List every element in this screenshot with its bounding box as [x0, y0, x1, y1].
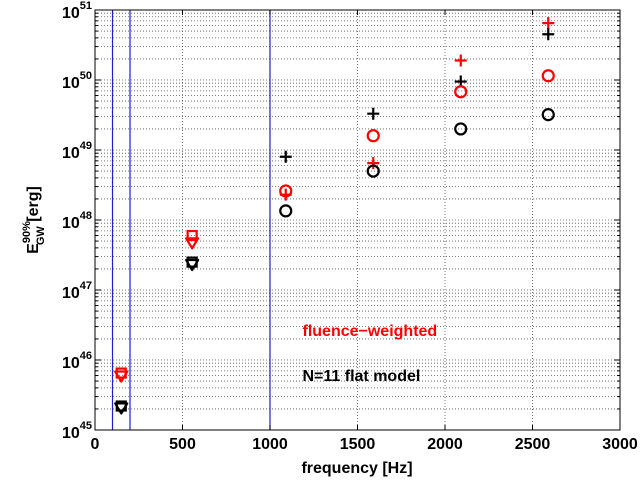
x-tick-label: 2500: [515, 436, 551, 453]
annotation-label: N=11 flat model: [303, 368, 421, 385]
circle-marker: [454, 122, 468, 136]
x-tick-label: 3000: [602, 436, 638, 453]
y-axis-label-sub: GW: [35, 226, 47, 246]
plus-marker: [279, 150, 292, 163]
y-axis-label-sup: 90%: [21, 221, 33, 243]
y-tick-label-exponent: 46: [80, 350, 92, 362]
y-tick-label: 1048: [62, 210, 92, 232]
y-tick-label: 1045: [62, 420, 92, 442]
x-tick-label: 1500: [340, 436, 376, 453]
plus-marker: [542, 17, 555, 30]
y-tick-label-base: 10: [62, 75, 80, 92]
y-tick-label-base: 10: [62, 5, 80, 22]
y-tick-label-exponent: 47: [80, 280, 92, 292]
y-tick-label: 1047: [62, 280, 92, 302]
grid: [95, 10, 620, 430]
x-tick-label: 0: [91, 436, 100, 453]
y-tick-label: 1051: [62, 0, 92, 22]
y-tick-label-exponent: 45: [80, 420, 92, 432]
plus-marker: [454, 54, 467, 67]
axis-ticks: [94, 9, 621, 431]
y-tick-label-base: 10: [62, 425, 80, 442]
triangle-down-marker: [114, 402, 129, 415]
x-tick-label: 1000: [252, 436, 288, 453]
triangle-down-marker: [114, 370, 129, 383]
plus-marker: [367, 107, 380, 120]
y-tick-label-base: 10: [62, 285, 80, 302]
y-tick-label-exponent: 49: [80, 140, 92, 152]
y-tick-label-exponent: 51: [80, 0, 92, 12]
square-marker: [186, 229, 198, 242]
circle-marker: [454, 85, 468, 99]
data-markers: [114, 17, 555, 415]
y-axis-label-unit: [erg]: [25, 186, 42, 226]
circle-marker: [366, 164, 380, 178]
circle-marker: [541, 69, 555, 83]
triangle-down-marker: [185, 237, 200, 250]
plus-marker: [367, 157, 380, 170]
vertical-lines: [111, 10, 271, 430]
y-axis-label-base: E: [25, 243, 42, 254]
x-tick-label: 500: [169, 436, 196, 453]
x-tick-labels: 0 500 1000 1500 2000 2500 3000: [91, 436, 638, 453]
triangle-down-marker: [185, 258, 200, 272]
y-tick-label-exponent: 48: [80, 210, 92, 222]
y-axis-label: E90% GW [erg]: [21, 186, 47, 254]
y-tick-label: 1046: [62, 350, 92, 372]
x-tick-label: 2000: [427, 436, 463, 453]
circle-marker: [279, 184, 293, 198]
circle-marker: [366, 129, 380, 143]
x-axis-label: frequency [Hz]: [301, 460, 412, 477]
annotation-label: fluence−weighted: [303, 323, 438, 340]
y-tick-label: 1050: [62, 70, 92, 92]
circle-marker: [279, 204, 293, 218]
circle-marker: [541, 108, 555, 122]
y-tick-label-base: 10: [62, 215, 80, 232]
annotations: fluence−weighted N=11 flat model: [303, 323, 438, 385]
y-tick-label: 1049: [62, 140, 92, 162]
y-tick-label-base: 10: [62, 145, 80, 162]
y-tick-label-base: 10: [62, 355, 80, 372]
plus-marker: [542, 28, 555, 41]
y-tick-label-exponent: 50: [80, 70, 92, 82]
